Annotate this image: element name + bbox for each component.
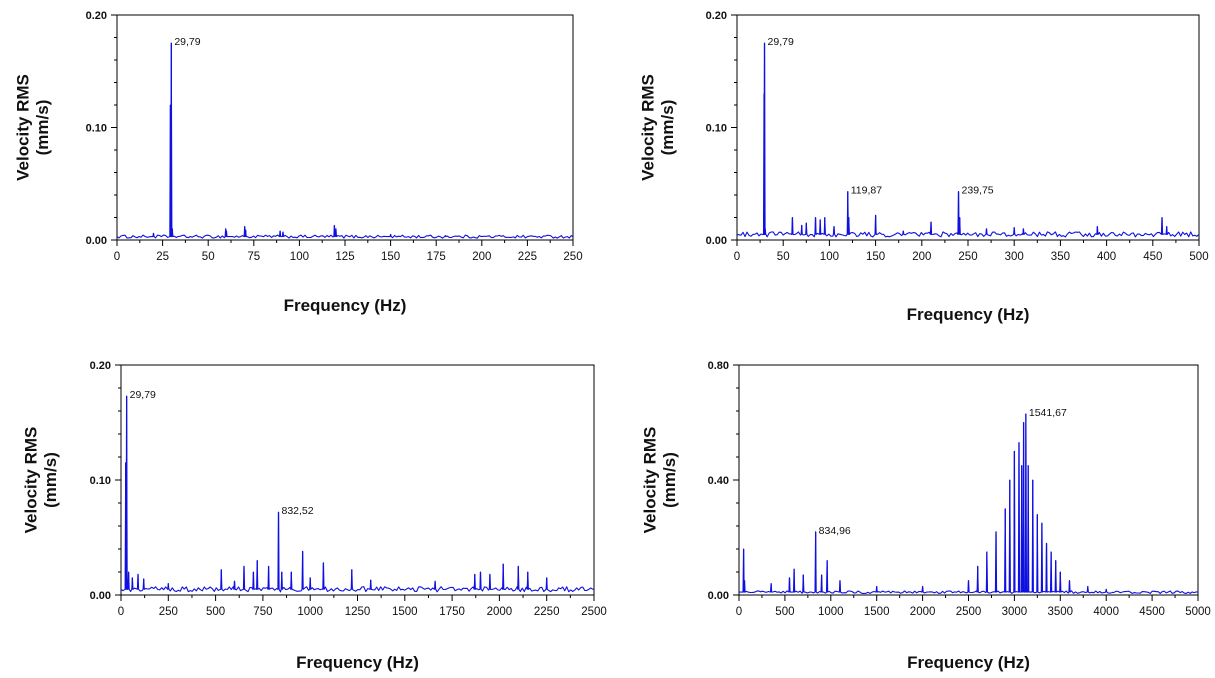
x-tick-label: 0 [736, 606, 742, 618]
x-tick-label: 400 [1097, 251, 1116, 263]
x-axis-title: Frequency (Hz) [907, 653, 1030, 672]
y-axis-title-line: (mm/s) [658, 100, 677, 156]
y-tick-label: 0.20 [90, 360, 111, 372]
chart-panel-3: 0 250 500 750 1000 1250 1500 1750 2000 2250 2500 0.… [22, 360, 607, 672]
x-tick-label: 500 [1189, 251, 1208, 263]
x-tick-label: 50 [202, 251, 215, 263]
x-tick-label: 50 [777, 251, 790, 263]
y-tick-label: 0.00 [90, 590, 111, 602]
x-tick-label: 225 [518, 251, 537, 263]
chart-panel-4: 0 500 1000 1500 2000 2500 3000 3500 4000 4500 5000… [641, 360, 1211, 672]
peak-annotation: 1541,67 [1029, 407, 1067, 419]
spectrum-series-line [739, 413, 1199, 594]
y-tick-label: 0.20 [86, 10, 107, 22]
x-tick-label: 2250 [534, 606, 560, 618]
x-tick-label: 500 [206, 606, 225, 618]
x-tick-label: 450 [1143, 251, 1162, 263]
plot-frame [120, 364, 595, 596]
y-axis-title-line: Velocity RMS [641, 427, 660, 534]
y-tick-label: 0.10 [706, 123, 727, 135]
peak-annotation: 29,79 [130, 389, 156, 401]
y-tick-label: 0.80 [708, 360, 729, 372]
spectrum-series-line [116, 42, 574, 239]
x-tick-label: 75 [247, 251, 260, 263]
x-tick-label: 100 [820, 251, 839, 263]
peak-annotation: 832,52 [282, 505, 314, 517]
spectrum-series-line [736, 42, 1200, 238]
y-axis-title-line: (mm/s) [41, 452, 60, 508]
x-tick-label: 200 [912, 251, 931, 263]
y-tick-label: 0.40 [708, 475, 729, 487]
y-axis-title-line: (mm/s) [33, 100, 52, 156]
y-tick-label: 0.10 [86, 123, 107, 135]
x-tick-label: 175 [427, 251, 446, 263]
peak-annotation: 29,79 [768, 36, 794, 48]
x-tick-label: 0 [114, 251, 120, 263]
x-tick-label: 2500 [581, 606, 607, 618]
x-tick-label: 500 [775, 606, 794, 618]
x-tick-label: 125 [335, 251, 354, 263]
y-tick-label: 0.10 [90, 475, 111, 487]
x-tick-label: 1000 [297, 606, 323, 618]
x-tick-label: 5000 [1185, 606, 1211, 618]
x-tick-label: 1250 [345, 606, 371, 618]
x-tick-label: 1750 [439, 606, 465, 618]
peak-annotation: 119,87 [851, 185, 882, 197]
y-tick-label: 0.20 [706, 10, 727, 22]
x-tick-label: 100 [290, 251, 309, 263]
x-tick-label: 1500 [392, 606, 418, 618]
x-tick-label: 250 [159, 606, 178, 618]
x-tick-label: 4000 [1093, 606, 1119, 618]
y-tick-label: 0.00 [706, 235, 727, 247]
x-tick-label: 150 [866, 251, 885, 263]
x-tick-label: 0 [118, 606, 124, 618]
x-tick-label: 2000 [487, 606, 513, 618]
y-axis-title-line: (mm/s) [660, 452, 679, 508]
x-tick-label: 25 [156, 251, 169, 263]
x-axis-title: Frequency (Hz) [284, 296, 407, 315]
x-tick-label: 150 [381, 251, 400, 263]
chart-panel-2: 0 50 100 150 200 250 300 350 400 450 500 0.00 0.10 0.… [639, 10, 1209, 324]
chart-panel-1: 0 25 50 75 100 125 150 175 200 225 250 0.00 0.10 0.20… [14, 10, 583, 315]
x-tick-label: 200 [472, 251, 491, 263]
x-tick-label: 0 [734, 251, 740, 263]
x-axis-title: Frequency (Hz) [296, 653, 419, 672]
x-tick-label: 1000 [818, 606, 844, 618]
x-tick-label: 250 [958, 251, 977, 263]
y-tick-label: 0.00 [86, 235, 107, 247]
y-axis-title: Velocity RMS(mm/s) [22, 427, 61, 534]
x-tick-label: 250 [563, 251, 582, 263]
x-tick-label: 3500 [1048, 606, 1074, 618]
y-axis-title: Velocity RMS(mm/s) [14, 74, 53, 181]
x-tick-label: 2000 [910, 606, 936, 618]
peak-annotation: 239,75 [962, 185, 994, 197]
x-tick-label: 4500 [1139, 606, 1165, 618]
x-tick-label: 2500 [956, 606, 982, 618]
peak-annotation: 834,96 [819, 525, 851, 537]
x-axis-title: Frequency (Hz) [907, 305, 1030, 324]
x-tick-label: 3000 [1002, 606, 1028, 618]
x-tick-label: 350 [1051, 251, 1070, 263]
y-tick-label: 0.00 [708, 590, 729, 602]
plot-frame [736, 14, 1200, 241]
x-tick-label: 1500 [864, 606, 890, 618]
y-axis-title: Velocity RMS(mm/s) [639, 74, 678, 181]
plot-frame [116, 14, 574, 241]
y-axis-title-line: Velocity RMS [22, 427, 41, 534]
x-tick-label: 750 [253, 606, 272, 618]
peak-annotation: 29,79 [174, 36, 200, 48]
plot-frame [738, 364, 1199, 596]
y-axis-title-line: Velocity RMS [639, 74, 658, 181]
spectrum-series-line [120, 395, 595, 593]
y-axis-title: Velocity RMS(mm/s) [641, 427, 680, 534]
x-tick-label: 300 [1005, 251, 1024, 263]
y-axis-title-line: Velocity RMS [14, 74, 33, 181]
